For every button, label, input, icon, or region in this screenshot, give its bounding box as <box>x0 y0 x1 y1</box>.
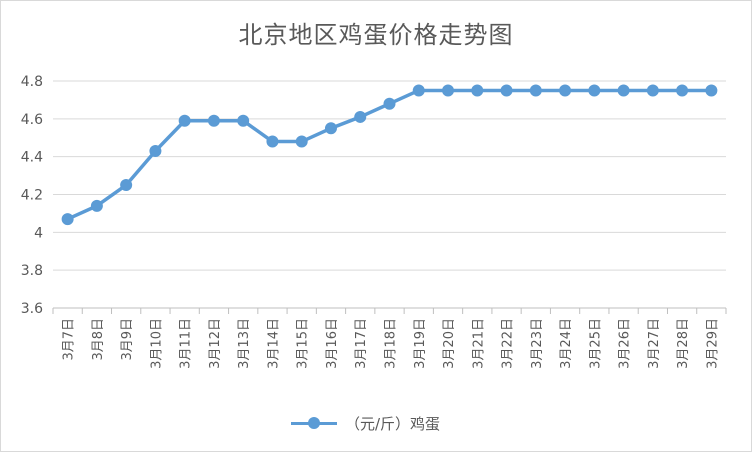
data-point <box>500 84 513 97</box>
x-tick-label: 3月21日 <box>471 318 486 369</box>
data-point <box>705 84 718 97</box>
x-tick-label: 3月19日 <box>413 318 428 369</box>
x-tick-label: 3月16日 <box>325 318 340 369</box>
data-point <box>383 97 396 110</box>
x-tick-label: 3月10日 <box>149 318 164 369</box>
x-tick-label: 3月26日 <box>618 318 633 369</box>
x-tick-label: 3月18日 <box>384 318 399 369</box>
line-chart: 3.6 3.8 4 4.2 4.4 4.6 4.8 3月7日 3月8日 3月9日 3月10日 3月11… <box>21 74 727 369</box>
data-point <box>588 84 601 97</box>
series-line <box>66 88 712 221</box>
x-tick-label: 3月27日 <box>647 318 662 369</box>
y-tick-label: 4 <box>34 225 43 241</box>
data-point <box>442 84 455 97</box>
data-point <box>90 199 103 212</box>
x-tick-label: 3月15日 <box>296 318 311 369</box>
x-tick-label: 3月20日 <box>442 318 457 369</box>
chart-title: 北京地区鸡蛋价格走势图 <box>238 21 514 49</box>
data-point <box>646 84 659 97</box>
y-tick-label: 4.4 <box>21 150 43 166</box>
data-point <box>207 114 220 127</box>
data-point <box>149 144 162 157</box>
x-tick-label: 3月17日 <box>354 318 369 369</box>
legend: （元/斤）鸡蛋 <box>291 411 440 435</box>
data-point <box>529 84 542 97</box>
y-tick-label: 3.8 <box>21 263 43 279</box>
data-point <box>324 122 337 135</box>
data-point <box>266 135 279 148</box>
data-point <box>617 84 630 97</box>
y-tick-label: 4.8 <box>21 74 43 90</box>
data-point <box>61 213 74 226</box>
legend-label: （元/斤）鸡蛋 <box>345 414 441 433</box>
data-point <box>295 135 308 148</box>
x-tick-label: 3月25日 <box>588 318 603 369</box>
x-tick-label: 3月13日 <box>237 318 252 369</box>
x-tick-label: 3月9日 <box>120 318 135 361</box>
data-point <box>676 84 689 97</box>
y-tick-label: 4.6 <box>21 112 43 128</box>
data-point <box>178 114 191 127</box>
x-tick-label: 3月28日 <box>676 318 691 369</box>
legend-swatch <box>291 416 337 430</box>
data-point <box>354 110 367 123</box>
x-tick-label: 3月12日 <box>208 318 223 369</box>
x-tick-label: 3月23日 <box>530 318 545 369</box>
x-tick-label: 3月7日 <box>62 318 77 361</box>
x-tick-label: 3月24日 <box>559 318 574 369</box>
x-tick-label: 3月29日 <box>705 318 720 369</box>
data-point <box>471 84 484 97</box>
x-tick-label: 3月11日 <box>179 318 194 369</box>
x-tick-label: 3月8日 <box>91 318 106 361</box>
x-tick-label: 3月22日 <box>501 318 516 369</box>
y-tick-label: 4.2 <box>21 188 43 204</box>
data-point <box>237 114 250 127</box>
data-point <box>120 179 133 192</box>
y-tick-label: 3.6 <box>21 301 43 317</box>
x-tick-label: 3月14日 <box>266 318 281 369</box>
data-point <box>412 84 425 97</box>
data-point <box>559 84 572 97</box>
